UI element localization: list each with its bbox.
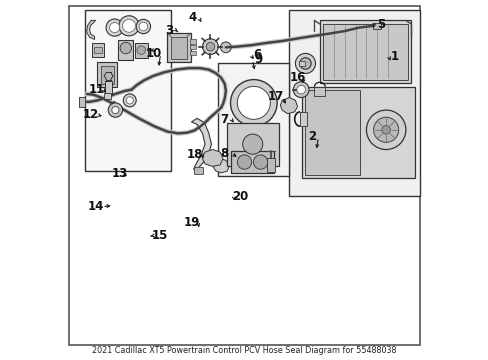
Text: 13: 13: [111, 167, 127, 180]
Bar: [85, 10, 171, 171]
Circle shape: [126, 97, 133, 104]
Polygon shape: [86, 21, 96, 40]
Text: 8: 8: [220, 147, 228, 159]
Circle shape: [373, 117, 398, 142]
Bar: [299, 61, 305, 66]
Text: 2: 2: [307, 130, 315, 144]
Circle shape: [237, 155, 251, 169]
Bar: [190, 45, 196, 49]
Circle shape: [122, 19, 135, 32]
Text: 2021 Cadillac XT5 Powertrain Control PCV Hose Seal Diagram for 55488038: 2021 Cadillac XT5 Powertrain Control PCV…: [92, 346, 396, 355]
Circle shape: [242, 134, 262, 154]
Circle shape: [104, 72, 113, 80]
Bar: [171, 37, 187, 59]
Circle shape: [202, 39, 218, 54]
Bar: [105, 81, 112, 94]
Circle shape: [381, 126, 389, 134]
Circle shape: [206, 42, 214, 51]
Bar: [314, 87, 325, 96]
Bar: [104, 93, 111, 99]
Circle shape: [230, 80, 277, 126]
Text: 19: 19: [183, 216, 199, 229]
Circle shape: [237, 86, 270, 120]
Bar: [92, 43, 103, 57]
Polygon shape: [280, 98, 297, 114]
Circle shape: [119, 16, 139, 36]
Bar: [217, 63, 289, 176]
Polygon shape: [202, 149, 223, 166]
Bar: [94, 46, 102, 53]
Bar: [167, 33, 190, 62]
Polygon shape: [191, 118, 211, 169]
Text: 17: 17: [267, 90, 284, 103]
Text: 5: 5: [376, 18, 384, 31]
Circle shape: [299, 58, 310, 69]
Text: 11: 11: [88, 83, 104, 96]
Text: 15: 15: [152, 229, 168, 242]
Text: 18: 18: [186, 148, 203, 161]
Circle shape: [253, 155, 267, 169]
Bar: [300, 112, 306, 126]
Circle shape: [136, 19, 150, 34]
Circle shape: [296, 85, 305, 94]
Circle shape: [112, 107, 119, 114]
Polygon shape: [212, 158, 229, 173]
Text: 10: 10: [146, 47, 162, 60]
Text: 16: 16: [289, 71, 305, 84]
Bar: [289, 10, 419, 196]
Bar: [304, 90, 360, 175]
Circle shape: [123, 94, 136, 107]
Bar: [118, 40, 133, 60]
Bar: [319, 21, 410, 83]
Text: 4: 4: [188, 12, 196, 24]
Bar: [190, 51, 196, 55]
Circle shape: [106, 19, 123, 36]
Bar: [372, 23, 380, 29]
Text: 6: 6: [252, 48, 261, 61]
Bar: [135, 43, 147, 58]
Circle shape: [139, 22, 147, 31]
Circle shape: [295, 53, 315, 73]
Circle shape: [120, 42, 131, 54]
Bar: [97, 62, 117, 87]
Bar: [101, 66, 113, 84]
Text: 14: 14: [87, 201, 103, 213]
Bar: [79, 97, 85, 107]
Bar: [323, 24, 407, 80]
Bar: [190, 40, 196, 44]
Bar: [194, 167, 203, 174]
Circle shape: [220, 42, 231, 53]
Circle shape: [293, 82, 308, 98]
Bar: [226, 123, 278, 166]
Text: 20: 20: [232, 190, 248, 203]
Bar: [230, 151, 273, 173]
Polygon shape: [230, 147, 247, 164]
Text: 9: 9: [254, 53, 263, 66]
Bar: [301, 87, 414, 178]
Circle shape: [137, 46, 145, 54]
Text: 1: 1: [390, 50, 398, 63]
Text: 7: 7: [220, 113, 228, 126]
Circle shape: [366, 110, 405, 149]
Circle shape: [108, 103, 122, 117]
Circle shape: [109, 23, 120, 33]
Bar: [266, 158, 274, 172]
Text: 12: 12: [83, 108, 99, 121]
Text: 3: 3: [165, 24, 173, 37]
